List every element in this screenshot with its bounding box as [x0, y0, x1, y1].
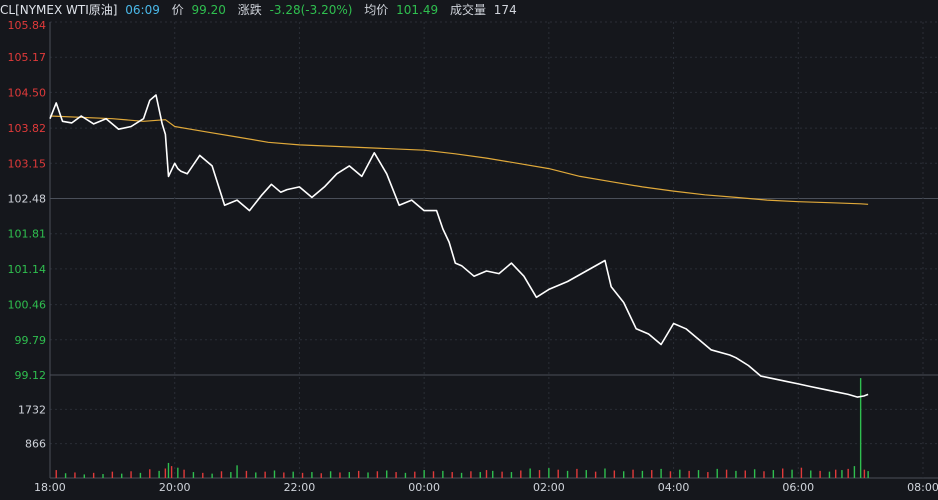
- average-price-line: [49, 115, 869, 205]
- avg-value: 101.49: [396, 3, 439, 17]
- price-tick-label: 103.15: [8, 157, 47, 170]
- price-tick-label: 99.12: [15, 369, 47, 382]
- time-tick-label: 02:00: [533, 481, 565, 494]
- price-label: 价: [171, 3, 184, 17]
- price-tick-label: 105.84: [8, 19, 47, 32]
- time-tick-label: 06:00: [782, 481, 814, 494]
- price-tick-label: 101.81: [8, 228, 47, 241]
- average-series-line: [49, 115, 869, 205]
- time-tick-label: 18:00: [34, 481, 66, 494]
- change-value: -3.28(-3.20%): [269, 3, 353, 17]
- price-tick-label: 104.50: [8, 86, 47, 99]
- time-tick-label: 00:00: [408, 481, 440, 494]
- price-tick-label: 103.82: [8, 122, 47, 135]
- grid: [49, 21, 938, 479]
- price-line: [49, 94, 869, 398]
- volume-value: 174: [493, 3, 517, 17]
- quote-time: 06:09: [125, 3, 160, 17]
- time-tick-label: 20:00: [159, 481, 191, 494]
- price-tick-label: 102.48: [8, 193, 47, 206]
- time-tick-label: 22:00: [284, 481, 316, 494]
- axis-labels: 105.84 105.17 104.50 103.82 103.15 102.48 101.…: [8, 19, 938, 494]
- price-value: 99.20: [191, 3, 226, 17]
- price-tick-label: 105.17: [8, 51, 47, 64]
- quote-header: CL[NYMEX WTI原油] 06:09 价 99.20 涨跌 -3.28(-…: [0, 0, 938, 20]
- price-series-line: [49, 94, 869, 398]
- price-tick-label: 101.14: [8, 263, 47, 276]
- avg-label: 均价: [364, 3, 389, 17]
- volume-tick-label: 866: [25, 438, 46, 451]
- symbol-name: CL[NYMEX WTI原油]: [0, 3, 118, 17]
- change-label: 涨跌: [237, 3, 262, 17]
- price-tick-label: 100.46: [8, 299, 47, 312]
- price-tick-label: 99.79: [15, 334, 47, 347]
- time-tick-label: 08:00: [907, 481, 938, 494]
- volume-bars: [55, 378, 869, 478]
- volume-tick-label: 1732: [18, 403, 46, 416]
- volume-label: 成交量: [449, 3, 486, 17]
- time-tick-label: 04:00: [658, 481, 690, 494]
